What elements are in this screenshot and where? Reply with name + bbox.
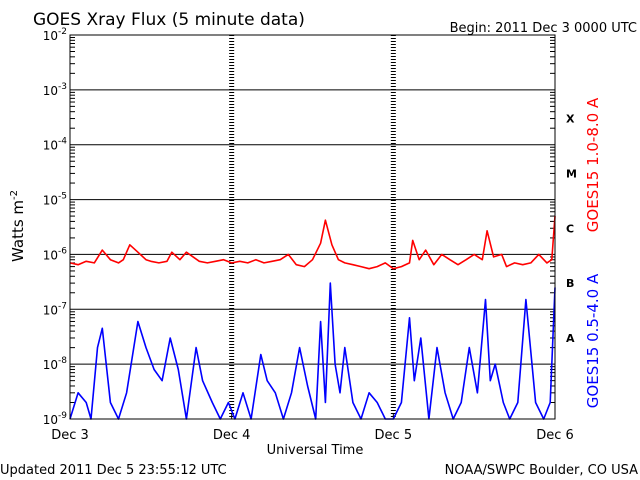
y-tick-label: 10-6 — [43, 246, 68, 262]
y-tick-label: 10-9 — [43, 411, 68, 427]
chart-title: GOES Xray Flux (5 minute data) — [33, 10, 305, 30]
plot-frame — [69, 34, 556, 420]
y-tick-labels: 10-2 10-3 10-4 10-5 10-6 10-7 10-8 10-9 — [43, 27, 68, 427]
y-tick-label: 10-3 — [43, 82, 67, 98]
y-tick-label: 10-7 — [43, 301, 67, 317]
x-tick-labels: Dec 3 Dec 4 Dec 5 Dec 6 — [51, 413, 574, 443]
grid — [70, 34, 555, 420]
updated-time: Updated 2011 Dec 5 23:55:12 UTC — [0, 463, 227, 478]
y-axis-label: Watts m-2 — [9, 190, 27, 262]
x-tick-label: Dec 6 — [536, 428, 574, 443]
y-tick-label: 10-4 — [43, 137, 68, 153]
x-tick-label: Dec 5 — [375, 428, 413, 443]
credit: NOAA/SWPC Boulder, CO USA — [445, 463, 638, 478]
x-tick-label: Dec 3 — [51, 428, 89, 443]
flare-class-c: C — [566, 222, 574, 235]
y-tick-label: 10-8 — [43, 356, 68, 372]
flare-class-labels: X M C B A — [566, 113, 577, 345]
legend-short-channel: GOES15 0.5-4.0 A — [584, 273, 602, 408]
series-line-short-channel — [69, 282, 556, 420]
begin-time: Begin: 2011 Dec 3 0000 UTC — [450, 21, 637, 36]
flare-class-x: X — [566, 113, 575, 126]
flare-class-a: A — [566, 332, 575, 345]
x-axis-label: Universal Time — [267, 443, 364, 458]
y-tick-label: 10-5 — [43, 192, 67, 208]
series-line-long-channel — [69, 216, 556, 270]
flare-class-b: B — [566, 277, 574, 290]
flare-class-m: M — [566, 167, 577, 180]
series-lines — [69, 216, 556, 420]
x-tick-label: Dec 4 — [213, 428, 251, 443]
y-tick-label: 10-2 — [43, 27, 67, 43]
legend-long-channel: GOES15 1.0-8.0 A — [584, 97, 602, 232]
